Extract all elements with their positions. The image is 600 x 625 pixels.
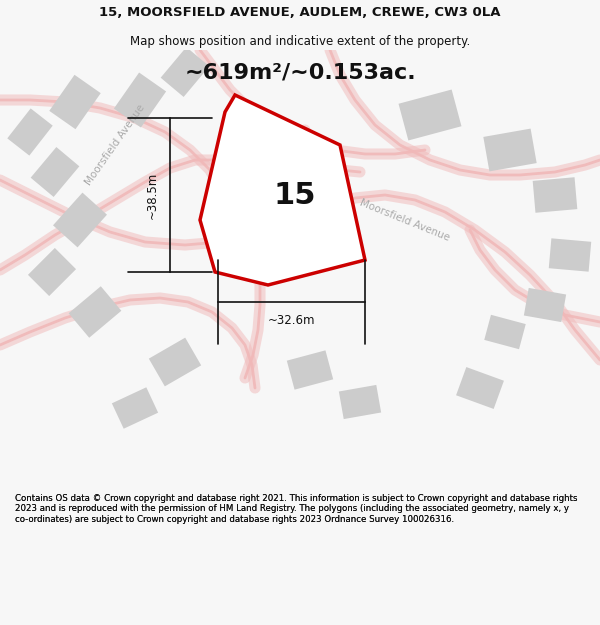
Text: 15, MOORSFIELD AVENUE, AUDLEM, CREWE, CW3 0LA: 15, MOORSFIELD AVENUE, AUDLEM, CREWE, CW… xyxy=(99,6,501,19)
Polygon shape xyxy=(7,108,53,156)
Text: 15: 15 xyxy=(274,181,316,209)
Polygon shape xyxy=(549,238,591,272)
Text: ~619m²/~0.153ac.: ~619m²/~0.153ac. xyxy=(184,62,416,82)
Polygon shape xyxy=(28,248,76,296)
Text: Moorsfield Avenue: Moorsfield Avenue xyxy=(359,198,451,242)
Polygon shape xyxy=(484,129,536,171)
Polygon shape xyxy=(456,367,504,409)
Polygon shape xyxy=(484,315,526,349)
Text: Moorsfield Avenue: Moorsfield Avenue xyxy=(83,102,146,188)
Polygon shape xyxy=(68,286,121,338)
Polygon shape xyxy=(49,75,101,129)
Polygon shape xyxy=(339,385,381,419)
Polygon shape xyxy=(533,177,577,212)
Polygon shape xyxy=(524,288,566,322)
Polygon shape xyxy=(149,338,201,386)
Polygon shape xyxy=(200,95,365,285)
Polygon shape xyxy=(398,89,461,141)
Polygon shape xyxy=(112,388,158,429)
Polygon shape xyxy=(287,351,333,389)
Polygon shape xyxy=(53,192,107,248)
Text: ~38.5m: ~38.5m xyxy=(146,171,158,219)
Polygon shape xyxy=(31,147,79,197)
Text: Contains OS data © Crown copyright and database right 2021. This information is : Contains OS data © Crown copyright and d… xyxy=(15,494,577,524)
Polygon shape xyxy=(242,126,288,164)
Polygon shape xyxy=(114,72,166,127)
Text: Map shows position and indicative extent of the property.: Map shows position and indicative extent… xyxy=(130,34,470,48)
Polygon shape xyxy=(161,47,209,97)
Text: ~32.6m: ~32.6m xyxy=(268,314,315,326)
Text: Contains OS data © Crown copyright and database right 2021. This information is : Contains OS data © Crown copyright and d… xyxy=(15,494,577,524)
